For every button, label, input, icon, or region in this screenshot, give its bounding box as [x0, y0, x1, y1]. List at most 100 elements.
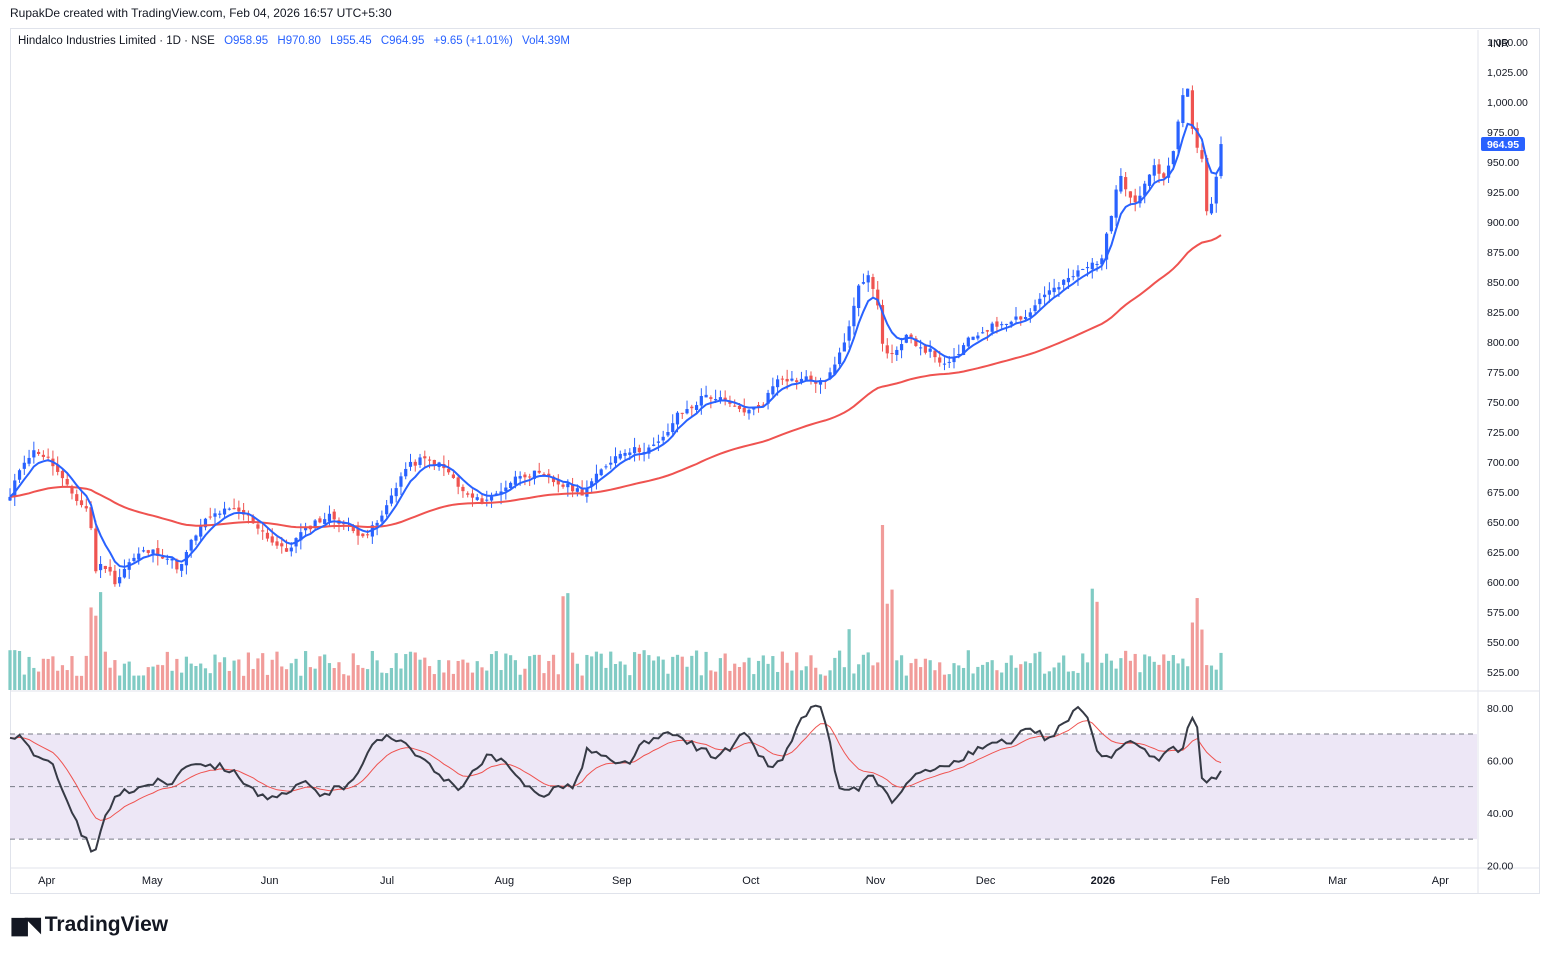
candle-body: [532, 470, 537, 479]
volume-bar: [165, 651, 169, 690]
volume-bar: [1095, 601, 1099, 690]
volume-bar: [1186, 666, 1190, 690]
volume-bar: [647, 655, 651, 690]
volume-bar: [590, 656, 594, 690]
candle-body: [1014, 316, 1018, 320]
candle-body: [590, 481, 594, 487]
candle-body: [1076, 270, 1080, 277]
candle-body: [942, 363, 947, 365]
volume-bar: [437, 659, 441, 690]
candle-body: [1138, 195, 1142, 204]
volume-bar: [127, 661, 131, 690]
volume-bar: [1085, 662, 1090, 690]
candle-body: [871, 277, 875, 289]
candle-body: [275, 541, 279, 546]
candle-body: [1043, 294, 1047, 298]
candle-body: [623, 452, 627, 456]
volume-bar: [942, 674, 947, 690]
volume-bar: [156, 664, 160, 690]
candle-body: [237, 507, 241, 512]
price-axis-tick: 650.00: [1487, 517, 1519, 529]
volume-bar: [780, 651, 784, 690]
candle-body: [56, 464, 60, 472]
time-axis-tick: Aug: [495, 875, 515, 887]
candle-body: [842, 342, 846, 352]
volume-bar: [995, 670, 999, 690]
candle-body: [604, 466, 608, 468]
volume-bar: [456, 660, 460, 690]
volume-bar: [933, 670, 937, 690]
volume-bar: [332, 668, 336, 690]
volume-bar: [795, 652, 799, 690]
candle-body: [1124, 177, 1128, 190]
volume-bar: [594, 651, 599, 690]
volume-bar: [823, 675, 827, 690]
candle-body: [652, 444, 656, 446]
volume-bar: [914, 658, 918, 690]
candle-body: [575, 488, 579, 492]
candle-body: [65, 478, 69, 485]
tradingview-logo[interactable]: ▆◥ TradingView: [12, 912, 168, 937]
candle-body: [961, 345, 966, 355]
candle-body: [98, 564, 103, 571]
volume-bar: [766, 663, 770, 690]
price-axis-tick: 975.00: [1487, 127, 1519, 139]
candle-body: [41, 454, 45, 457]
candle-body: [785, 378, 789, 382]
candle-body: [180, 563, 184, 571]
volume-bar: [952, 663, 956, 690]
volume-bar: [466, 662, 470, 690]
volume-bar: [1209, 665, 1214, 690]
close-value: C964.95: [380, 35, 425, 47]
candle-body: [432, 459, 436, 465]
candle-body: [671, 423, 675, 433]
volume-bar: [189, 663, 193, 690]
candle-body: [780, 378, 784, 380]
volume-bar: [547, 661, 551, 690]
currency-label[interactable]: INR: [1490, 38, 1509, 50]
rsi-axis-tick: 20.00: [1487, 860, 1513, 872]
volume-bar: [1205, 665, 1209, 690]
volume-bar: [566, 593, 570, 690]
candle-body: [880, 305, 885, 344]
candle-body: [675, 412, 680, 425]
volume-bar: [971, 673, 975, 690]
volume-bar: [394, 653, 398, 690]
candle-body: [485, 499, 489, 501]
volume-bar: [151, 666, 155, 690]
volume-bar: [356, 665, 360, 690]
volume-bar: [842, 667, 846, 690]
candle-body: [928, 348, 932, 352]
volume-bar: [809, 655, 813, 690]
candle-body: [160, 556, 165, 559]
candle-body: [857, 285, 861, 309]
candle-body: [919, 347, 923, 349]
candle-body: [103, 565, 107, 570]
candle-body: [890, 353, 894, 355]
candle-body: [1100, 258, 1104, 265]
candle-body: [1095, 263, 1099, 265]
candle-body: [1157, 164, 1161, 174]
candle-body: [733, 405, 737, 407]
volume-bar: [542, 673, 546, 690]
volume-bar: [632, 652, 637, 690]
candle-body: [37, 451, 41, 454]
candle-body: [551, 476, 556, 483]
candle-body: [1176, 121, 1180, 150]
volume-bar: [652, 660, 656, 690]
candle-body: [566, 483, 570, 488]
candle-body: [461, 486, 465, 492]
volume-bar: [518, 674, 522, 690]
symbol-title[interactable]: Hindalco Industries Limited · 1D · NSE: [18, 35, 215, 47]
volume-bar: [1219, 652, 1223, 690]
candle-body: [914, 338, 918, 346]
candle-body: [847, 326, 851, 341]
candle-body: [976, 335, 980, 339]
volume-bar: [170, 670, 174, 690]
candle-body: [89, 507, 93, 529]
volume-bar: [213, 654, 217, 690]
volume-bar: [32, 667, 36, 690]
volume-bar: [365, 669, 370, 690]
volume-bar: [432, 674, 436, 690]
